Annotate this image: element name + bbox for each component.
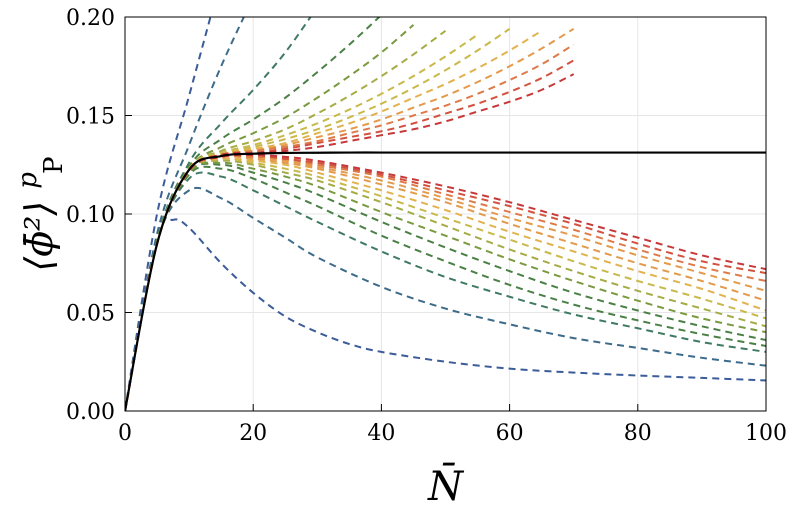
y-tick-label: 0.00 [66,400,115,425]
series-line-upper-1 [125,17,212,411]
x-tick-label: 80 [624,421,652,446]
series-line-lower-8 [125,157,766,411]
series-line-lower-10 [125,155,766,411]
series-line-upper-11 [125,43,575,411]
series-line-upper-10 [125,27,575,411]
y-axis-label-superscript: p [13,172,43,189]
x-axis-label: N̄ [427,463,465,510]
series-line-lower-2 [125,186,766,411]
series-line-lower-12 [125,154,766,411]
y-tick-label: 0.05 [66,302,115,327]
series-line-upper-9 [125,29,543,411]
y-axis-label: ⟨ϕ̄²⟩ p P [1,156,69,271]
y-tick-label: 0.20 [66,6,115,31]
series-line-upper-5 [125,24,415,411]
series-line-lower-13 [125,153,766,411]
x-tick-label: 100 [745,421,787,446]
series-line-upper-13 [125,73,575,411]
series-line-lower-3 [125,171,766,411]
series-line-upper-2 [125,17,245,411]
series-line-lower-11 [125,154,766,411]
x-tick-label: 0 [118,421,132,446]
series-line-lower-5 [125,162,766,411]
series-line-lower-6 [125,161,766,411]
y-axis-label-subscript: P [39,156,69,174]
series-line-lower-9 [125,157,766,411]
series-line-upper-12 [125,59,575,411]
x-tick-label: 40 [367,421,395,446]
series-line-lower-14 [125,153,766,411]
x-tick-label: 60 [496,421,524,446]
series-line-lower-7 [125,159,766,411]
svg-text:⟨ϕ̄²⟩ p P: ⟨ϕ̄²⟩ p P [1,156,69,271]
grid [125,17,766,411]
y-axis-label-main: ⟨ϕ̄²⟩ [17,201,61,272]
series-line-upper-7 [125,33,479,411]
series-line-upper-8 [125,27,511,411]
y-tick-label: 0.15 [66,105,115,130]
x-tick-label: 20 [239,421,267,446]
series-line-lower-1 [125,216,766,411]
series-line-upper-3 [125,17,312,411]
curves [125,17,766,411]
series-line-limit [125,151,766,411]
series-line-lower-4 [125,165,766,411]
y-tick-label: 0.10 [66,203,115,228]
ticks: 0 20 40 60 80 100 0.00 0.05 0.10 0.15 0.20 [66,6,787,446]
